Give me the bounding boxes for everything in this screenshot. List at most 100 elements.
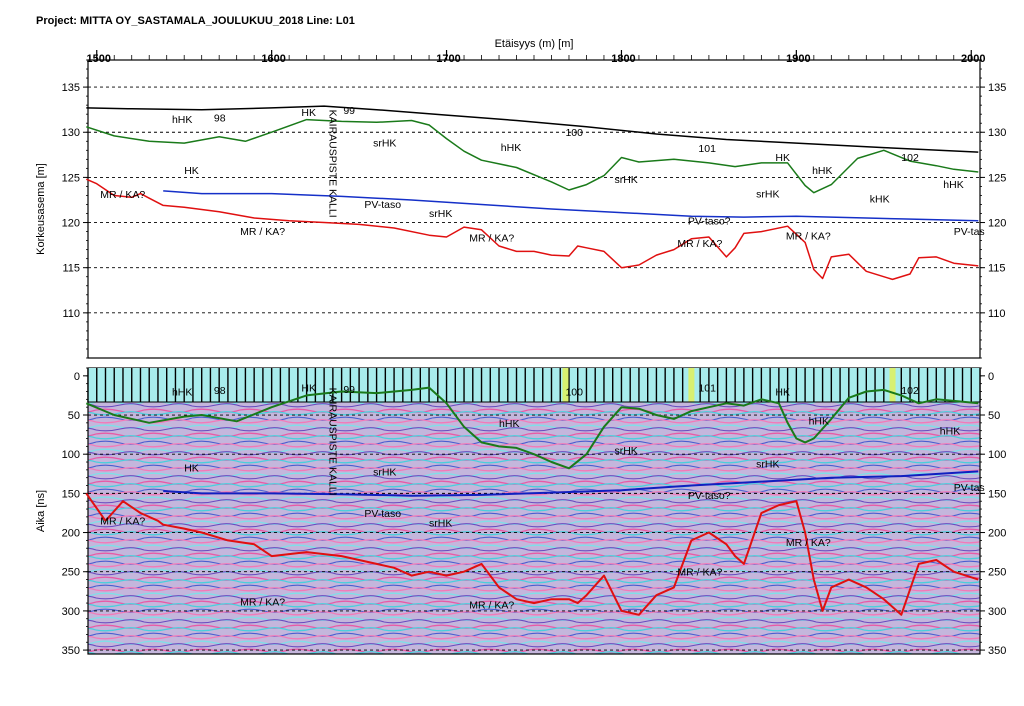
- elevation-ytick-label-right: 115: [988, 263, 1006, 275]
- elevation-annotation: hHK: [812, 165, 832, 177]
- trace-marker-highlight: [688, 368, 695, 402]
- xtick-label: 1900: [786, 53, 810, 65]
- elevation-annotation: kHK: [870, 194, 890, 206]
- radargram-annotation: MR / KA?: [786, 537, 831, 549]
- radargram-ytick-label-right: 250: [988, 567, 1006, 579]
- elevation-annotation: MR / KA?: [469, 233, 514, 245]
- xtick-label: 1800: [611, 53, 635, 65]
- elevation-ytick-label-right: 120: [988, 218, 1006, 230]
- radargram-annotation: PV-tas: [954, 482, 985, 494]
- xtick-label: 1700: [436, 53, 460, 65]
- elevation-ylabel: Korkeusasema [m]: [35, 163, 47, 255]
- radargram-series-line-1: [163, 470, 979, 497]
- radargram-annotation: 100: [565, 386, 583, 398]
- elevation-annotation: MR / KA?: [240, 226, 285, 238]
- radargram-ytick-label-right: 100: [988, 449, 1006, 461]
- elevation-ytick-label-left: 125: [62, 172, 80, 184]
- radargram-annotation: PV-taso?: [688, 490, 731, 502]
- project-title: Project: MITTA OY_SASTAMALA_JOULUKUU_201…: [36, 15, 355, 27]
- trace-marker-highlight: [889, 368, 896, 402]
- elevation-ytick-label-left: 135: [62, 82, 80, 94]
- radargram-ytick-label-left: 150: [62, 488, 80, 500]
- elevation-ytick-label-left: 115: [62, 263, 80, 275]
- radargram-ylabel: Aika [ns]: [35, 490, 47, 532]
- radargram-ytick-label-right: 300: [988, 606, 1006, 618]
- radargram-annotation: HK: [184, 462, 199, 474]
- radargram-ytick-label-left: 250: [62, 567, 80, 579]
- elevation-annotation: MR / KA?: [100, 189, 145, 201]
- radargram-ytick-label-left: 350: [62, 645, 80, 657]
- elevation-ytick-label-left: 110: [62, 308, 80, 320]
- series: [85, 105, 979, 616]
- elevation-annotation: 99: [343, 105, 355, 117]
- radargram-annotation: 102: [901, 385, 919, 397]
- radargram-annotation: srHK: [429, 517, 452, 529]
- elevation-annotation: 100: [565, 127, 583, 139]
- elevation-series-line-0: [86, 105, 979, 153]
- elevation-annotation: srHK: [429, 208, 452, 220]
- radargram-annotation: PV-taso: [364, 508, 401, 520]
- elevation-annotation: HK: [775, 152, 790, 164]
- elevation-series-line-1: [86, 118, 979, 194]
- radargram-annotation: MR / KA?: [469, 600, 514, 612]
- elevation-annotation: MR / KA?: [677, 238, 722, 250]
- elevation-ytick-label-left: 120: [62, 218, 80, 230]
- radargram-ytick-label-right: 0: [988, 371, 994, 383]
- elevation-annotation: srHK: [373, 138, 396, 150]
- radargram-ytick-label-right: 350: [988, 645, 1006, 657]
- radargram-annotation: hHK: [809, 415, 829, 427]
- radargram-annotation: srHK: [373, 466, 396, 478]
- radargram-annotation: srHK: [614, 445, 637, 457]
- radargram-ytick-label-left: 50: [68, 410, 80, 422]
- elevation-ytick-label-right: 130: [988, 127, 1006, 139]
- radargram-image: [88, 402, 980, 654]
- radargram-ytick-label-right: 150: [988, 488, 1006, 500]
- radargram-annotation: 98: [214, 385, 226, 397]
- elevation-series-line-2: [163, 190, 979, 222]
- radargram-annotation: MR / KA?: [240, 596, 285, 608]
- elevation-annotation: HK: [184, 165, 199, 177]
- radargram-annotation: 101: [698, 383, 716, 395]
- radargram-series-line-0: [85, 386, 979, 470]
- radargram-ytick-label-left: 200: [62, 528, 80, 540]
- trace-marker-highlight: [562, 368, 569, 402]
- xtick-label: 2000: [961, 53, 985, 65]
- elevation-annotation: 102: [901, 152, 919, 164]
- radargram-ytick-label-left: 0: [74, 371, 80, 383]
- elevation-ytick-label-right: 110: [988, 308, 1006, 320]
- elevation-annotation: srHK: [614, 174, 637, 186]
- elevation-annotation: PV-taso?: [688, 215, 731, 227]
- x-axis-title: Etäisyys (m) [m]: [495, 38, 574, 50]
- radargram-annotation: srHK: [756, 459, 779, 471]
- trace-marker-strip: [87, 368, 981, 403]
- radargram-series-line-2: [85, 492, 979, 616]
- elevation-annotation: MR / KA?: [786, 231, 831, 243]
- radargram-annotation: MR / KA?: [677, 567, 722, 579]
- radargram-ytick-label-right: 200: [988, 528, 1006, 540]
- radargram-annotation: hHK: [172, 386, 192, 398]
- elevation-annotation: PV-tas: [954, 226, 985, 238]
- radargram-annotation: HK: [301, 383, 316, 395]
- elevation-annotation: PV-taso: [364, 199, 401, 211]
- elevation-annotation: srHK: [756, 188, 779, 200]
- radargram-ytick-label-left: 100: [62, 449, 80, 461]
- radargram-ytick-label-left: 300: [62, 606, 80, 618]
- xtick-label: 1600: [261, 53, 285, 65]
- radargram-annotation: HK: [775, 386, 790, 398]
- elevation-annotation: 98: [214, 112, 226, 124]
- elevation-series-line-3: [86, 178, 979, 281]
- top-panel-frame: [87, 59, 981, 359]
- annotations: hHK 98 HK 99 srHK hHK 100 101 HK hHK 102 hHK HK srHK s…: [100, 105, 984, 611]
- radargram-annotation: MR / KA?: [100, 516, 145, 528]
- elevation-ytick-label-right: 125: [988, 172, 1006, 184]
- elevation-ytick-label-right: 135: [988, 82, 1006, 94]
- radargram-annotation: hHK: [499, 418, 519, 430]
- elevation-annotation: hHK: [943, 179, 963, 191]
- xtick-label: 1500: [87, 53, 111, 65]
- radargram-annotation: 99: [343, 384, 355, 396]
- axes: 110 110 115 115 120 120 125 125 130 130 135 135 Kork…: [35, 38, 1006, 657]
- radargram-annotation: hHK: [940, 426, 960, 438]
- elevation-annotation: 101: [698, 143, 716, 155]
- elevation-annotation: hHK: [501, 142, 521, 154]
